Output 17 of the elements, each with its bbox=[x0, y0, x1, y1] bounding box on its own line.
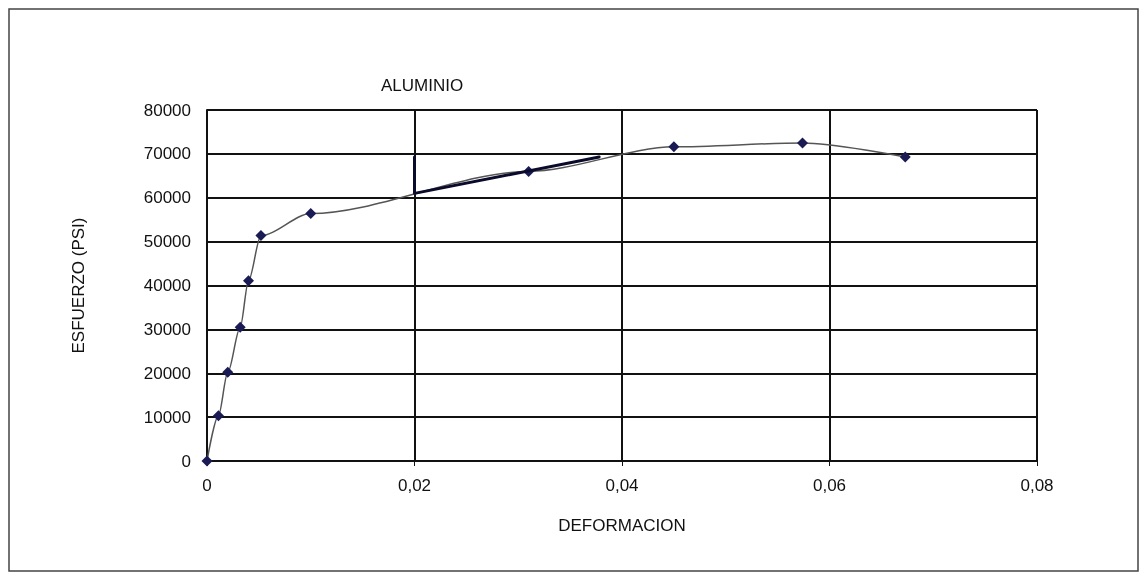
y-tick-label: 60000 bbox=[143, 188, 191, 208]
y-tick-label: 30000 bbox=[143, 319, 191, 339]
x-tick-label: 0 bbox=[202, 476, 212, 495]
x-tick-label: 0,06 bbox=[812, 476, 847, 495]
y-tick-label: 20000 bbox=[143, 363, 191, 383]
y-tick-label: 0 bbox=[181, 451, 191, 471]
y-tick-label: 70000 bbox=[143, 144, 191, 164]
x-tick-label: 0,04 bbox=[605, 476, 639, 495]
y-axis-title: ESFUERZO (PSI) bbox=[69, 217, 88, 354]
x-axis-title: DEFORMACION bbox=[558, 516, 686, 535]
chart-title: ALUMINIO bbox=[381, 76, 464, 95]
y-tick-label: 40000 bbox=[143, 276, 191, 295]
y-tick-label: 50000 bbox=[143, 232, 191, 252]
x-tick-label: 0,08 bbox=[1020, 476, 1054, 495]
y-tick-label: 10000 bbox=[143, 407, 191, 427]
y-tick-label: 80000 bbox=[143, 100, 191, 120]
x-tick-label: 0,02 bbox=[397, 476, 432, 495]
